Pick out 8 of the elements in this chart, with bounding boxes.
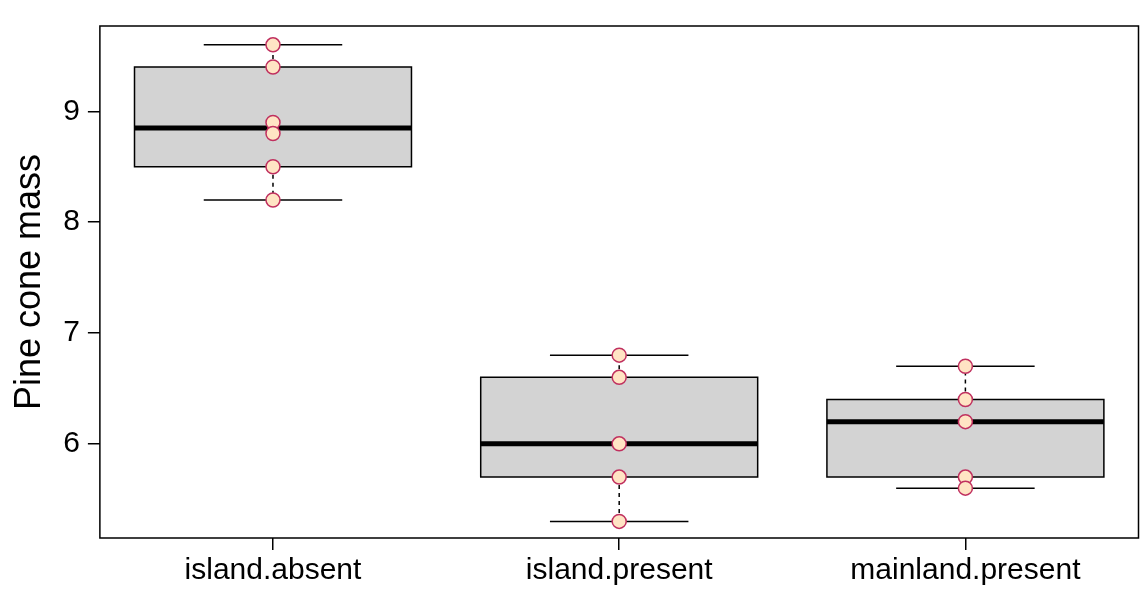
x-tick-label: island.present — [525, 552, 714, 586]
y-tick-label: 9 — [63, 92, 80, 126]
y-tick-label: 7 — [63, 314, 80, 348]
x-tick-label: mainland.present — [850, 552, 1082, 586]
y-tick-label: 6 — [63, 425, 80, 459]
y-axis-title: Pine cone mass — [6, 153, 48, 411]
x-tick-label: island.absent — [184, 552, 363, 586]
y-tick-label: 8 — [63, 203, 80, 237]
